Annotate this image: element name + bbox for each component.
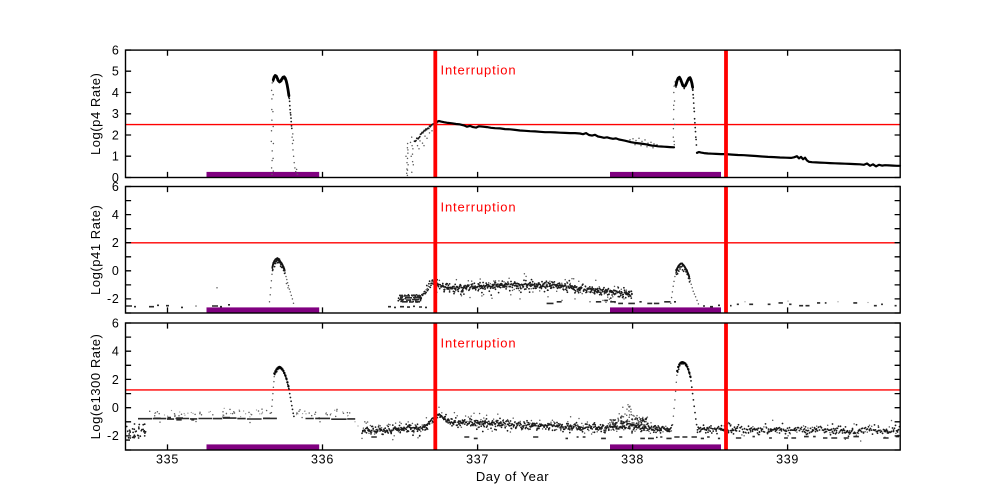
svg-text:Log(e1300 Rate): Log(e1300 Rate) xyxy=(88,334,103,440)
svg-text:337: 337 xyxy=(466,452,489,466)
svg-text:Interruption: Interruption xyxy=(441,335,517,350)
svg-text:6: 6 xyxy=(112,43,120,57)
svg-text:6: 6 xyxy=(112,180,120,194)
svg-text:336: 336 xyxy=(311,452,334,466)
svg-text:0: 0 xyxy=(112,264,120,278)
svg-text:0: 0 xyxy=(112,401,120,415)
svg-text:Day of Year: Day of Year xyxy=(476,469,549,484)
svg-text:-2: -2 xyxy=(107,429,120,443)
svg-text:Interruption: Interruption xyxy=(441,63,517,78)
svg-text:4: 4 xyxy=(112,345,120,359)
svg-text:Interruption: Interruption xyxy=(441,199,517,214)
svg-text:338: 338 xyxy=(621,452,644,466)
svg-text:2: 2 xyxy=(112,128,120,142)
svg-text:5: 5 xyxy=(112,65,120,79)
svg-text:2: 2 xyxy=(112,373,120,387)
svg-text:4: 4 xyxy=(112,208,120,222)
svg-text:2: 2 xyxy=(112,236,120,250)
svg-text:Log(p41 Rate): Log(p41 Rate) xyxy=(88,205,103,295)
svg-text:-2: -2 xyxy=(107,292,120,306)
svg-text:335: 335 xyxy=(156,452,179,466)
svg-text:4: 4 xyxy=(112,86,120,100)
svg-text:6: 6 xyxy=(112,316,120,330)
svg-text:Log(p4 Rate): Log(p4 Rate) xyxy=(88,73,103,155)
svg-text:0: 0 xyxy=(112,171,120,185)
svg-text:339: 339 xyxy=(776,452,799,466)
svg-text:1: 1 xyxy=(112,150,120,164)
svg-text:3: 3 xyxy=(112,107,120,121)
